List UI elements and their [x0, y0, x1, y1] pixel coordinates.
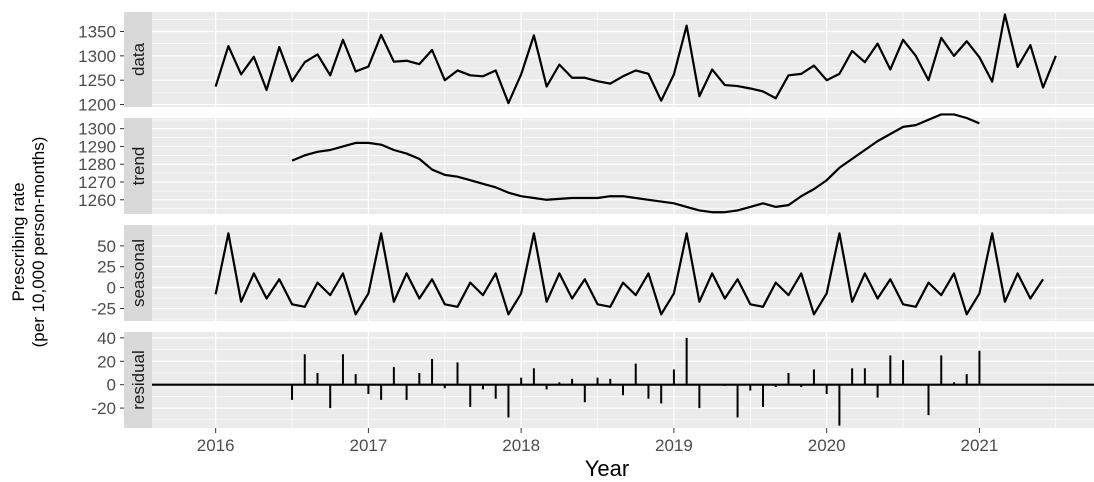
- panel-background: [152, 118, 1094, 214]
- y-tick-label: 20: [97, 352, 116, 371]
- y-tick-label: 0: [107, 376, 116, 395]
- panels: 1200125013001350data12601270128012901300…: [78, 12, 1094, 428]
- strip-seasonal: [124, 225, 152, 321]
- y-tick-label: 1200: [78, 96, 116, 115]
- strip-label-residual: residual: [129, 350, 148, 410]
- series-line-data: [214, 13, 1057, 105]
- x-tick-label: 2020: [808, 436, 846, 455]
- y-tick-label: 1270: [78, 173, 116, 192]
- y-tick-label: -25: [91, 299, 116, 318]
- y-tick-label: 0: [107, 279, 116, 298]
- strip-residual: [124, 332, 152, 428]
- y-tick-label: 1300: [78, 47, 116, 66]
- strip-trend: [124, 118, 152, 214]
- x-axis: 2016 2017 2018 2019 2020 2021: [197, 428, 999, 455]
- panel-seasonal: 50 25 0-25 seasonal: [91, 225, 1094, 321]
- panel-background: [152, 225, 1094, 321]
- x-axis-title: Year: [585, 456, 629, 481]
- panel-background: [152, 332, 1094, 428]
- y-tick-label: 1250: [78, 71, 116, 90]
- y-tick-label: 1260: [78, 191, 116, 210]
- y-axis-title-line-1: Prescribing rate: [9, 182, 28, 301]
- strip-label-trend: trend: [129, 147, 148, 186]
- y-tick-label: -20: [91, 399, 116, 418]
- panel-residual: 40 20 0 -20 residual: [91, 329, 1094, 428]
- y-tick-label: 1350: [78, 22, 116, 41]
- series-line-trend: [291, 113, 980, 214]
- strip-label-data: data: [129, 42, 148, 76]
- y-axis-title-line-2: (per 10,000 person-months): [29, 137, 48, 348]
- x-tick-label: 2021: [961, 436, 999, 455]
- x-tick-label: 2018: [502, 436, 540, 455]
- x-tick-label: 2017: [349, 436, 387, 455]
- y-tick-label: 50: [97, 237, 116, 256]
- series-line-seasonal: [214, 232, 1044, 316]
- y-tick-label: 1300: [78, 120, 116, 139]
- strip-label-seasonal: seasonal: [129, 239, 148, 307]
- panel-background: [152, 12, 1094, 107]
- y-tick-label: 40: [97, 329, 116, 348]
- panel-data: 1200 1250 1300 1350 data: [78, 12, 1094, 115]
- strip-data: [124, 12, 152, 107]
- y-tick-label: 25: [97, 258, 116, 277]
- x-tick-label: 2016: [197, 436, 235, 455]
- y-tick-label: 1290: [78, 137, 116, 156]
- y-tick-label: 1280: [78, 155, 116, 174]
- x-tick-label: 2019: [655, 436, 693, 455]
